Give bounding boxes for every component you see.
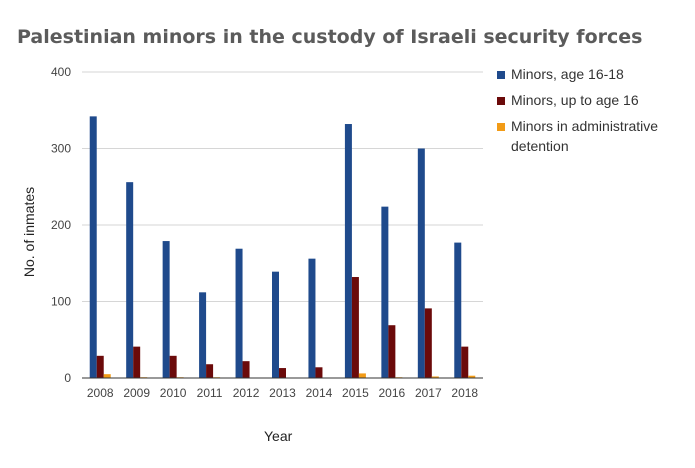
bar-2018-series-1 [454,242,462,378]
bar-2017-series-3 [431,376,439,378]
y-tick-label: 100 [51,295,71,309]
x-tick-label: 2008 [87,386,114,400]
bar-2016-series-1 [381,206,389,378]
y-tick-label: 400 [51,65,71,79]
bar-2009-series-1 [126,182,134,378]
bar-2014-series-1 [308,258,316,378]
bar-2014-series-2 [315,367,323,378]
bar-2011-series-1 [199,292,207,378]
bar-2015-series-2 [351,277,359,378]
bar-2008-series-1 [89,116,97,379]
bar-2013-series-2 [279,368,286,378]
x-tick-label: 2018 [451,386,478,400]
bar-2008-series-2 [96,355,104,378]
legend-swatch [497,71,505,79]
bar-2008-series-3 [103,374,111,378]
bar-2017-series-1 [417,148,425,378]
y-axis-title: No. of inmates [21,187,37,277]
x-tick-label: 2015 [342,386,369,400]
x-axis-title: Year [264,428,293,444]
bar-2015-series-3 [358,373,366,378]
x-tick-label: 2017 [415,386,442,400]
bar-2018-series-3 [468,375,476,378]
x-tick-label: 2012 [233,386,260,400]
bar-2012-series-2 [242,361,250,378]
bar-2011-series-2 [206,364,214,378]
x-tick-label: 2016 [379,386,406,400]
x-tick-label: 2011 [197,386,223,400]
bar-2013-series-1 [272,271,279,378]
y-tick-label: 0 [64,371,71,385]
gridlines [82,71,483,302]
bar-2012-series-1 [235,248,243,378]
x-tick-label: 2013 [269,386,296,400]
bar-2010-series-2 [169,355,177,378]
bar-2015-series-1 [344,124,352,379]
bars [89,116,476,379]
y-tick-label: 300 [51,142,71,156]
bar-2016-series-2 [388,325,396,378]
bar-2017-series-2 [424,308,432,378]
legend-label: Minors, up to age 16 [511,92,639,108]
legend-label: Minors in administrative detention [511,118,658,154]
y-tick-label: 200 [51,218,71,232]
x-tick-label: 2014 [306,386,333,400]
x-tick-labels: 2008 2009 2010 2011 2012 2013 2014 2015 2016 2017… [87,386,479,400]
bar-2010-series-1 [162,241,170,378]
bar-2009-series-2 [133,346,141,378]
y-tick-labels: 0 100 200 300 400 [51,65,71,385]
legend-swatch [497,97,505,105]
legend: Minors, age 16-18 Minors, up to age 16 Min… [497,66,658,154]
x-tick-label: 2010 [160,386,187,400]
x-tick-label: 2009 [123,386,150,400]
legend-swatch [497,123,505,131]
chart-title: Palestinian minors in the custody of Isr… [17,26,642,48]
bar-2018-series-2 [461,346,469,378]
legend-label: Minors, age 16-18 [511,66,624,82]
